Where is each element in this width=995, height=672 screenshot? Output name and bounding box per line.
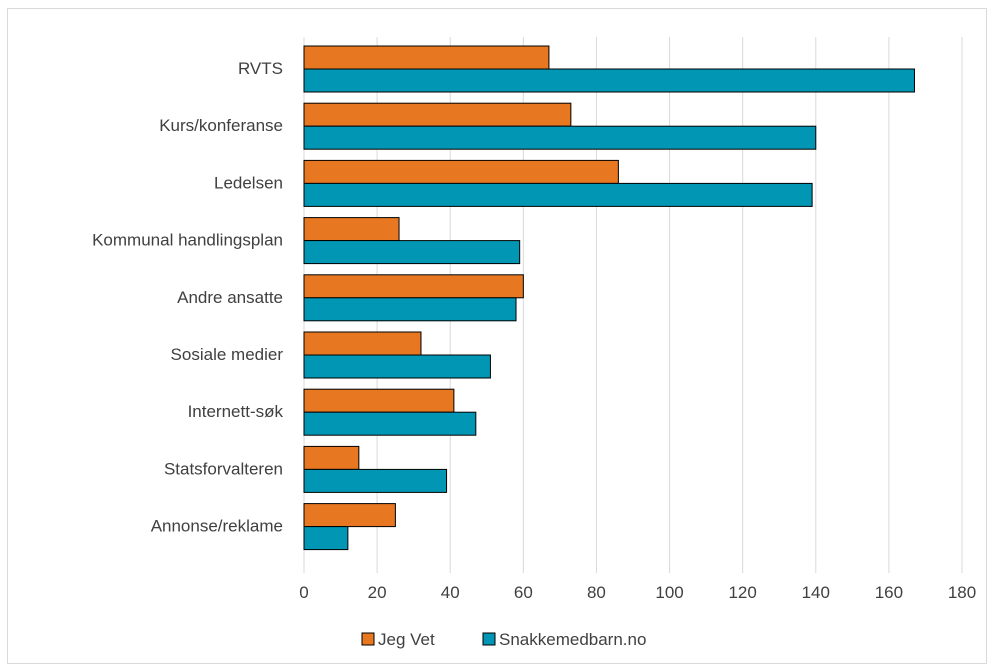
category-labels: RVTS Kurs/konferanse Ledelsen Kommunal hand… [92,59,283,536]
x-tick-label: 20 [368,583,387,602]
category-label: Ledelsen [214,173,283,192]
category-label: Internett-søk [188,402,284,421]
bar-jeg-vet [303,445,360,470]
category-label: Kurs/konferanse [159,116,283,135]
bar-snakkemedbarn [303,354,491,379]
legend-label-jeg-vet: Jeg Vet [378,630,435,649]
bar-snakkemedbarn [303,240,521,265]
x-tick-label: 120 [728,583,756,602]
bar-jeg-vet [303,388,455,413]
bar-jeg-vet [303,102,572,127]
legend-label-snakkemedbarn: Snakkemedbarn.no [499,630,646,649]
bars [303,45,915,551]
x-tick-label: 40 [441,583,460,602]
bar-snakkemedbarn [303,182,813,207]
bar-jeg-vet [303,503,396,528]
x-tick-label: 60 [514,583,533,602]
legend: Jeg Vet Snakkemedbarn.no [361,630,646,649]
bar-jeg-vet [303,331,422,356]
bar-jeg-vet [303,159,619,184]
x-tick-label: 100 [655,583,683,602]
bar-snakkemedbarn [303,411,477,436]
category-label: Annonse/reklame [151,517,283,536]
category-label: Kommunal handlingsplan [92,231,283,250]
x-tick-label: 160 [875,583,903,602]
x-tick-label: 80 [587,583,606,602]
category-label: Statsforvalteren [164,459,283,478]
x-tick-label: 180 [948,583,976,602]
bar-snakkemedbarn [303,468,448,493]
bar-snakkemedbarn [303,68,915,93]
category-label: Andre ansatte [177,288,283,307]
x-tick-label: 0 [299,583,308,602]
bar-jeg-vet [303,45,550,70]
bar-jeg-vet [303,217,400,242]
x-tick-label: 140 [802,583,830,602]
bar-snakkemedbarn [303,297,517,322]
bar-jeg-vet [303,274,524,299]
category-label: RVTS [238,59,283,78]
legend-swatch-snakkemedbarn [482,632,496,646]
bar-snakkemedbarn [303,526,349,551]
bar-snakkemedbarn [303,125,817,150]
x-tick-labels: 0 20 40 60 80 100 120 140 160 180 [299,583,976,602]
category-label: Sosiale medier [171,345,284,364]
legend-swatch-jeg-vet [361,632,375,646]
